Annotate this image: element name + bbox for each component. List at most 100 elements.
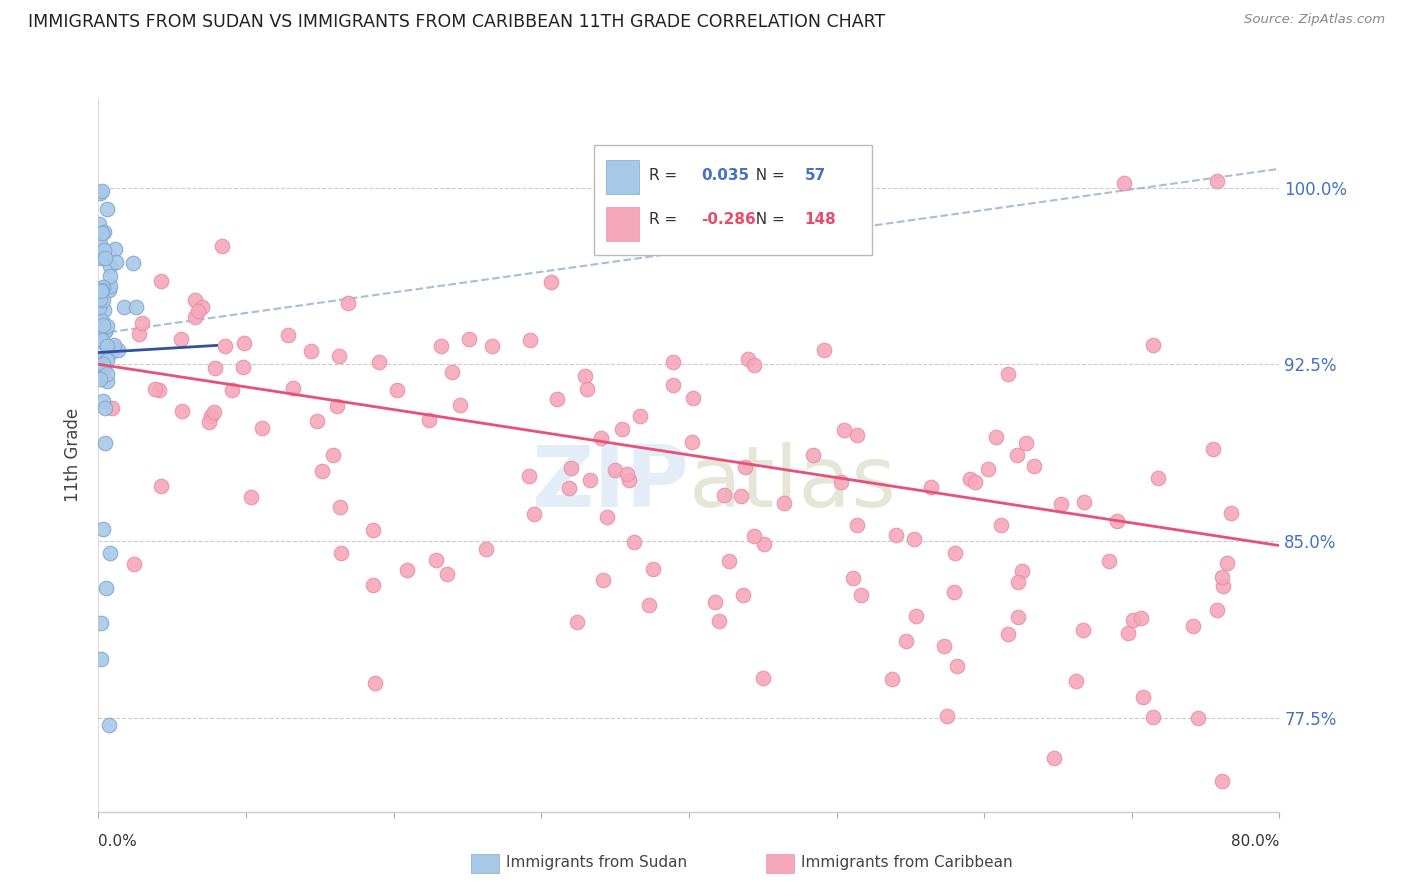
Point — [90, 226, 112, 240]
Point — [884, 527, 907, 541]
Point — [96, 202, 118, 216]
Point — [326, 399, 349, 413]
Point — [737, 352, 759, 367]
Point — [436, 567, 458, 582]
FancyBboxPatch shape — [595, 145, 872, 255]
Point — [643, 562, 665, 576]
Point — [90, 321, 112, 335]
Point — [198, 416, 221, 430]
Point — [94, 324, 117, 338]
Point — [990, 517, 1012, 532]
Point — [752, 671, 775, 685]
Point — [682, 391, 704, 405]
Point — [98, 717, 121, 731]
Point — [396, 563, 419, 577]
Point — [905, 609, 928, 624]
Point — [91, 334, 114, 349]
Text: 57: 57 — [804, 168, 825, 183]
Point — [107, 343, 129, 357]
Point — [425, 553, 447, 567]
Point — [935, 708, 957, 723]
Point — [1211, 569, 1233, 583]
Point — [91, 293, 114, 308]
Point — [105, 255, 128, 269]
Point — [97, 283, 120, 297]
Point — [90, 616, 112, 631]
Point — [997, 627, 1019, 641]
Point — [361, 577, 384, 591]
Point — [1130, 611, 1153, 625]
Point — [87, 301, 110, 315]
Point — [662, 378, 685, 392]
Point — [367, 355, 389, 369]
Point — [457, 332, 479, 346]
Point — [592, 573, 614, 587]
Point — [184, 293, 207, 307]
Point — [93, 436, 115, 450]
Point — [328, 349, 350, 363]
Point — [903, 533, 925, 547]
Point — [946, 658, 969, 673]
Point — [89, 186, 111, 200]
Point — [1212, 579, 1234, 593]
Point — [612, 421, 634, 435]
Point — [211, 239, 233, 253]
Point — [124, 557, 146, 571]
Point — [560, 461, 582, 475]
Point — [89, 292, 111, 306]
Point — [959, 473, 981, 487]
Point — [619, 473, 641, 487]
Point — [932, 639, 955, 653]
Point — [93, 302, 115, 317]
Text: Immigrants from Caribbean: Immigrants from Caribbean — [801, 855, 1014, 870]
Point — [93, 225, 115, 239]
Point — [1007, 575, 1029, 590]
Point — [713, 488, 735, 502]
Point — [846, 518, 869, 533]
Text: N =: N = — [745, 212, 789, 227]
Point — [558, 481, 581, 495]
Point — [1015, 436, 1038, 450]
Point — [1202, 442, 1225, 457]
Point — [1066, 674, 1088, 689]
Bar — [606, 161, 640, 194]
Point — [96, 368, 118, 382]
Point — [277, 328, 299, 343]
Point — [131, 317, 153, 331]
Point — [1147, 471, 1170, 485]
Point — [305, 414, 328, 428]
Text: 0.0%: 0.0% — [98, 834, 138, 849]
Point — [91, 322, 114, 336]
Point — [1142, 338, 1164, 352]
Point — [385, 384, 408, 398]
Point — [125, 300, 148, 314]
Point — [1042, 751, 1064, 765]
Point — [942, 585, 965, 599]
Point — [841, 571, 863, 585]
Point — [94, 581, 117, 595]
Text: -0.286: -0.286 — [700, 212, 755, 227]
Point — [1142, 710, 1164, 724]
Text: R =: R = — [648, 212, 682, 227]
Point — [734, 460, 756, 475]
Point — [546, 392, 568, 407]
Point — [204, 360, 226, 375]
Point — [96, 374, 118, 388]
Point — [578, 473, 600, 487]
Text: 148: 148 — [804, 212, 837, 227]
Point — [240, 490, 263, 504]
Point — [1116, 626, 1139, 640]
Point — [1105, 514, 1128, 528]
Point — [311, 464, 333, 478]
Point — [628, 409, 651, 423]
Point — [148, 384, 170, 398]
Point — [523, 507, 546, 521]
Point — [1097, 554, 1119, 568]
Point — [98, 546, 121, 560]
Point — [813, 343, 835, 358]
Point — [94, 401, 117, 416]
Point — [742, 358, 765, 372]
Point — [977, 462, 1000, 476]
Point — [704, 595, 727, 609]
Point — [90, 314, 112, 328]
